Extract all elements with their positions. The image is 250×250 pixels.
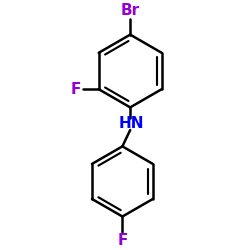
Text: HN: HN <box>119 116 144 131</box>
Text: F: F <box>71 82 81 97</box>
Text: F: F <box>117 234 128 248</box>
Text: Br: Br <box>121 3 140 18</box>
